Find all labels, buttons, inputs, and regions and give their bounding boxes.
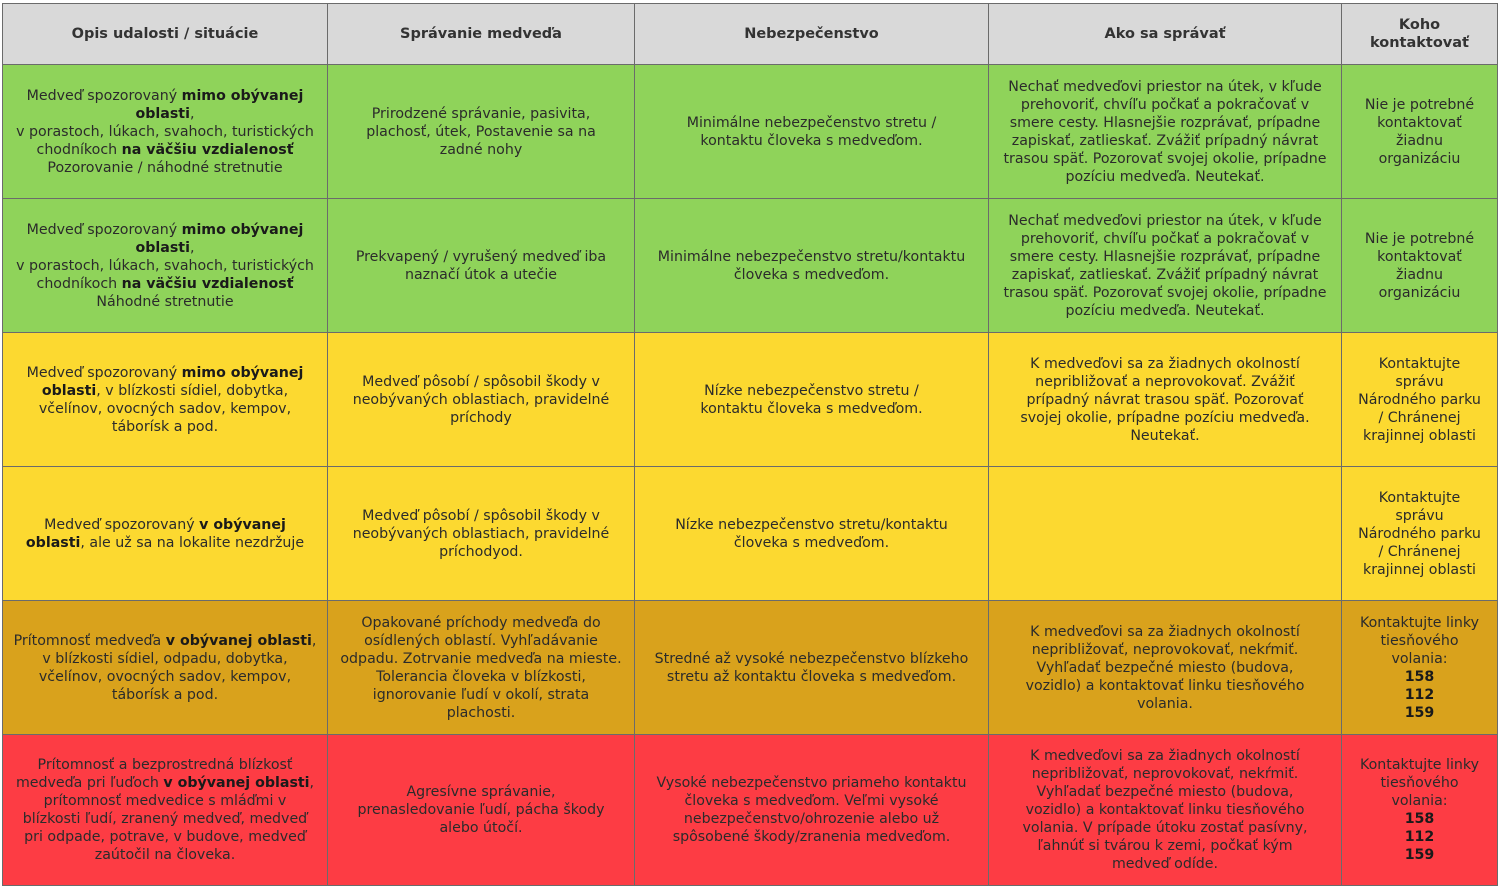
behavior-cell: Opakované príchody medveďa do osídlených… xyxy=(327,600,635,735)
behavior-cell: Prekvapený / vyrušený medveď iba naznačí… xyxy=(327,198,635,333)
contact-cell: Nie je potrebné kontaktovať žiadnu organ… xyxy=(1341,198,1498,333)
contact-cell: Kontaktujte linky tiesňového volania: 15… xyxy=(1341,600,1498,735)
table-row: Prítomnosť a bezprostredná blízkosť medv… xyxy=(2,734,1498,886)
danger-cell: Nízke nebezpečenstvo stretu / kontaktu č… xyxy=(634,332,989,467)
contact-cell: Kontaktujte správu Národného parku / Chr… xyxy=(1341,332,1498,467)
table-row: Medveď spozorovaný mimo obývanej oblasti… xyxy=(2,64,1498,199)
danger-cell: Nízke nebezpečenstvo stretu/kontaktu člo… xyxy=(634,466,989,601)
header-contact: Koho kontaktovať xyxy=(1341,3,1498,65)
danger-cell: Minimálne nebezpečenstvo stretu/kontaktu… xyxy=(634,198,989,333)
header-danger: Nebezpečenstvo xyxy=(634,3,989,65)
contact-cell: Kontaktujte správu Národného parku / Chr… xyxy=(1341,466,1498,601)
emergency-number: 159 xyxy=(1404,704,1435,721)
situation-cell: Prítomnosť medveďa v obývanej oblasti, v… xyxy=(2,600,328,735)
action-cell: Nechať medveďovi priestor na útek, v kľu… xyxy=(988,64,1342,199)
header-situation: Opis udalosti / situácie xyxy=(2,3,328,65)
table-row: Prítomnosť medveďa v obývanej oblasti, v… xyxy=(2,600,1498,735)
table-row: Medveď spozorovaný mimo obývanej oblasti… xyxy=(2,198,1498,333)
table-row: Medveď spozorovaný mimo obývanej oblasti… xyxy=(2,332,1498,467)
table-row: Medveď spozorovaný v obývanej oblasti, a… xyxy=(2,466,1498,601)
situation-cell: Medveď spozorovaný v obývanej oblasti, a… xyxy=(2,466,328,601)
situation-cell: Medveď spozorovaný mimo obývanej oblasti… xyxy=(2,332,328,467)
action-cell: K medveďovi sa za žiadnych okolností nep… xyxy=(988,332,1342,467)
contact-cell: Kontaktujte linky tiesňového volania: 15… xyxy=(1341,734,1498,886)
action-cell: K medveďovi sa za žiadnych okolností nep… xyxy=(988,734,1342,886)
contact-cell: Nie je potrebné kontaktovať žiadnu organ… xyxy=(1341,64,1498,199)
header-how-to-behave: Ako sa správať xyxy=(988,3,1342,65)
situation-cell: Medveď spozorovaný mimo obývanej oblasti… xyxy=(2,198,328,333)
action-cell: K medveďovi sa za žiadnych okolností nep… xyxy=(988,600,1342,735)
emergency-number: 112 xyxy=(1404,686,1435,703)
emergency-number: 158 xyxy=(1404,811,1435,827)
danger-cell: Minimálne nebezpečenstvo stretu / kontak… xyxy=(634,64,989,199)
emergency-number: 112 xyxy=(1404,829,1435,845)
emergency-number: 159 xyxy=(1404,847,1435,863)
situation-cell: Prítomnosť a bezprostredná blízkosť medv… xyxy=(2,734,328,886)
header-row: Opis udalosti / situácie Správanie medve… xyxy=(2,3,1498,65)
action-cell xyxy=(988,466,1342,601)
danger-cell: Vysoké nebezpečenstvo priameho kontaktu … xyxy=(634,734,989,886)
danger-cell: Stredné až vysoké nebezpečenstvo blízkeh… xyxy=(634,600,989,735)
behavior-cell: Agresívne správanie, prenasledovanie ľud… xyxy=(327,734,635,886)
action-cell: Nechať medveďovi priestor na útek, v kľu… xyxy=(988,198,1342,333)
header-bear-behavior: Správanie medveďa xyxy=(327,3,635,65)
emergency-number: 158 xyxy=(1404,668,1435,685)
behavior-cell: Medveď pôsobí / spôsobil škody v neobýva… xyxy=(327,332,635,467)
behavior-cell: Medveď pôsobí / spôsobil škody v neobýva… xyxy=(327,466,635,601)
bear-situations-table: Opis udalosti / situácie Správanie medve… xyxy=(2,3,1498,886)
situation-cell: Medveď spozorovaný mimo obývanej oblasti… xyxy=(2,64,328,199)
behavior-cell: Prirodzené správanie, pasivita, plachosť… xyxy=(327,64,635,199)
